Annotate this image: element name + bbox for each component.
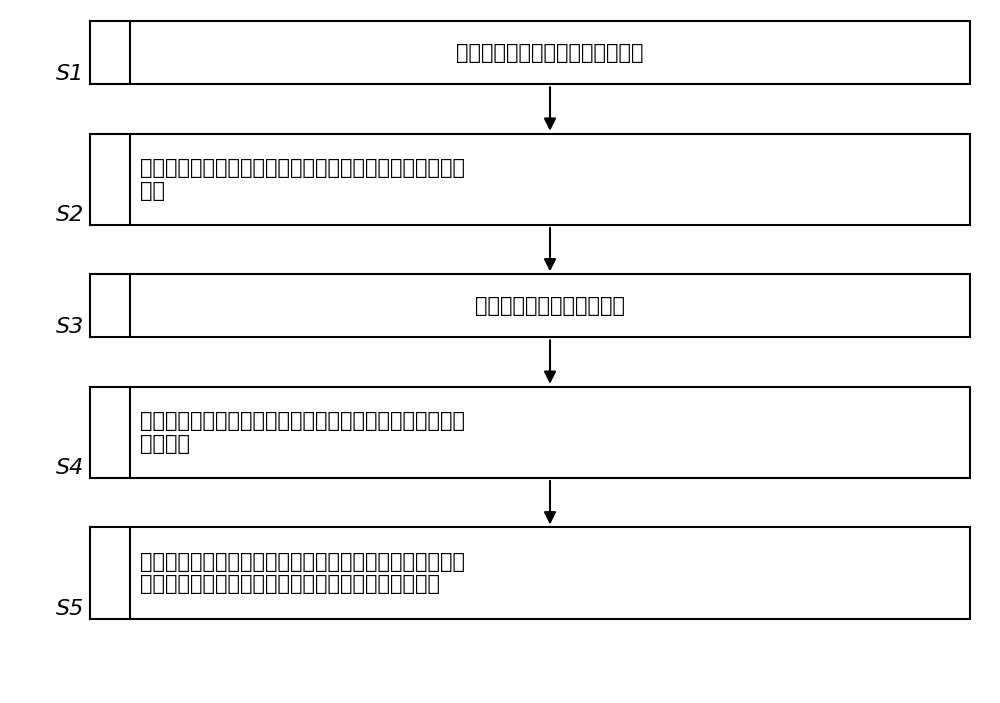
Text: S2: S2	[56, 205, 84, 225]
Text: 据点云图: 据点云图	[140, 434, 190, 453]
Text: 根据所述第一数据点云图和所述第二数据点云图中的点云数: 根据所述第一数据点云图和所述第二数据点云图中的点云数	[140, 552, 465, 572]
FancyBboxPatch shape	[130, 387, 970, 478]
Text: 云图: 云图	[140, 181, 165, 200]
Text: 提供一容器，该容器具有一内底面: 提供一容器，该容器具有一内底面	[456, 43, 644, 63]
Text: 将一酒糟设置于所述容器内: 将一酒糟设置于所述容器内	[475, 296, 625, 316]
Text: 据进行数据处理，并建立模型，计算出所述酒糟的体积: 据进行数据处理，并建立模型，计算出所述酒糟的体积	[140, 574, 440, 594]
FancyBboxPatch shape	[130, 274, 970, 337]
Text: S3: S3	[56, 318, 84, 337]
FancyBboxPatch shape	[130, 21, 970, 84]
Text: S4: S4	[56, 458, 84, 478]
Text: S1: S1	[56, 65, 84, 84]
Text: S5: S5	[56, 599, 84, 619]
Text: 利用所述深度相机采集所述酒糟的表面形貌，得到一第二数: 利用所述深度相机采集所述酒糟的表面形貌，得到一第二数	[140, 411, 465, 431]
Text: 利用一深度相机采集所述内底面的形貌，得到一第一数据点: 利用一深度相机采集所述内底面的形貌，得到一第一数据点	[140, 158, 465, 178]
FancyBboxPatch shape	[130, 134, 970, 225]
FancyBboxPatch shape	[130, 527, 970, 619]
